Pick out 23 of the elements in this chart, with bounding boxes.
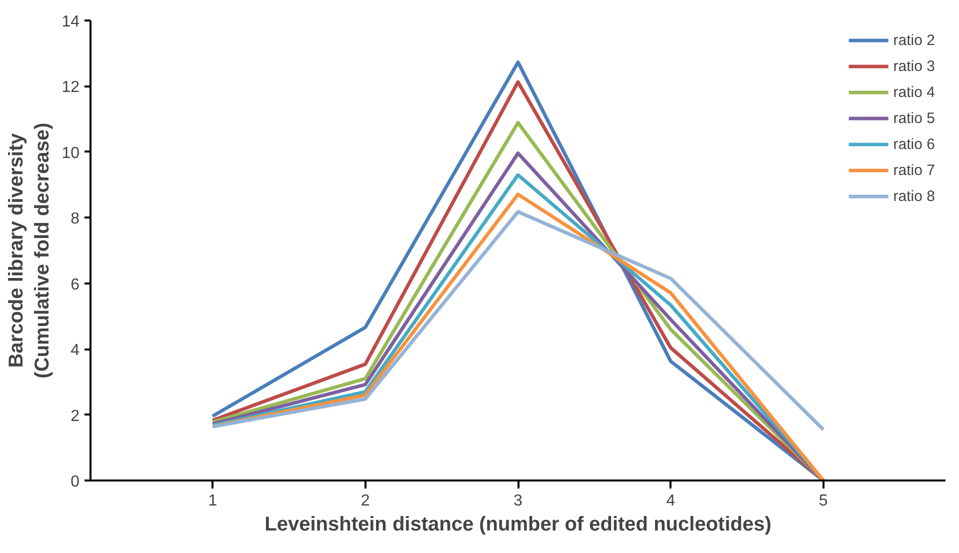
y-tick-label: 4	[70, 342, 80, 360]
line-series	[210, 210, 826, 432]
y-tick-label: 10	[62, 144, 80, 162]
legend-label: ratio 3	[893, 58, 935, 74]
y-tick-label: 6	[70, 276, 80, 294]
y-tick-label: 14	[62, 14, 80, 30]
legend-label: ratio 8	[893, 188, 935, 204]
x-tick-label: 2	[360, 492, 370, 510]
legend-label: ratio 4	[893, 84, 935, 100]
y-tick-label: 12	[62, 79, 80, 96]
legend-label: ratio 6	[893, 136, 935, 152]
x-tick-label: 3	[514, 492, 523, 510]
y-axis-title: Barcode library diversity (Cumulative fold decrease)	[5, 122, 54, 378]
legend-label: ratio 5	[893, 110, 935, 126]
x-tick-label: 5	[818, 492, 828, 510]
x-tick-label: 4	[666, 492, 676, 510]
legend-label: ratio 7	[893, 162, 935, 178]
x-tick-label: 1	[208, 492, 218, 510]
x-axis-title: Leveinshtein distance (number of edited nucleotides)	[264, 514, 772, 536]
y-tick-label: 0	[70, 474, 80, 490]
y-tick-label: 2	[70, 408, 80, 425]
y-tick-label: 8	[70, 210, 80, 228]
legend-label: ratio 2	[893, 32, 935, 48]
